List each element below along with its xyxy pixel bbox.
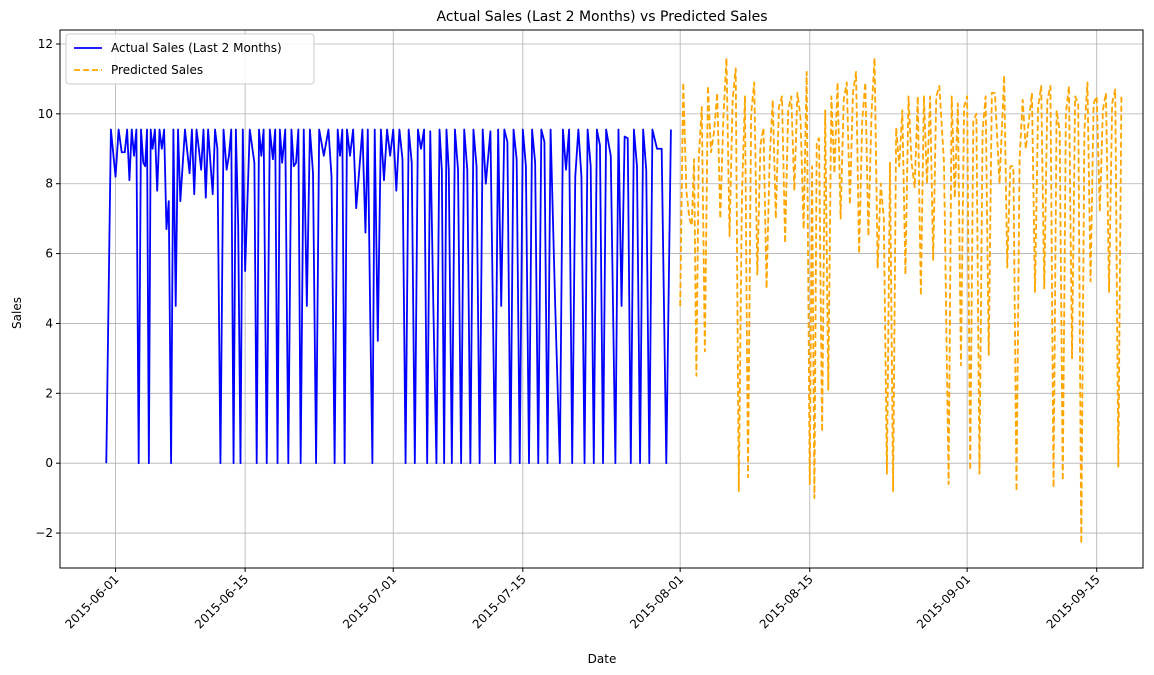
x-axis-label: Date [588,652,617,666]
legend: Actual Sales (Last 2 Months) Predicted S… [65,33,315,85]
series-layer [105,57,1123,545]
y-tick-label: 10 [38,107,53,121]
chart-title: Actual Sales (Last 2 Months) vs Predicte… [436,9,767,25]
y-tick-label: 8 [45,177,53,191]
y-tick-label: 4 [45,316,53,330]
y-tick-label: 6 [45,247,53,261]
y-tick-label: −2 [35,526,53,540]
series-line-actual-sales [105,128,672,465]
legend-label-actual-sales: Actual Sales (Last 2 Months) [111,41,282,55]
y-tick-label: 2 [45,386,53,400]
y-tick-label: 12 [38,37,53,51]
y-axis: −2 0 2 4 6 8 10 12 [35,37,60,540]
legend-box [65,33,315,85]
y-tick-label: 0 [45,456,53,470]
legend-label-predicted-sales: Predicted Sales [111,63,203,77]
y-axis-label: Sales [10,297,24,329]
plot-frame [59,29,1144,569]
